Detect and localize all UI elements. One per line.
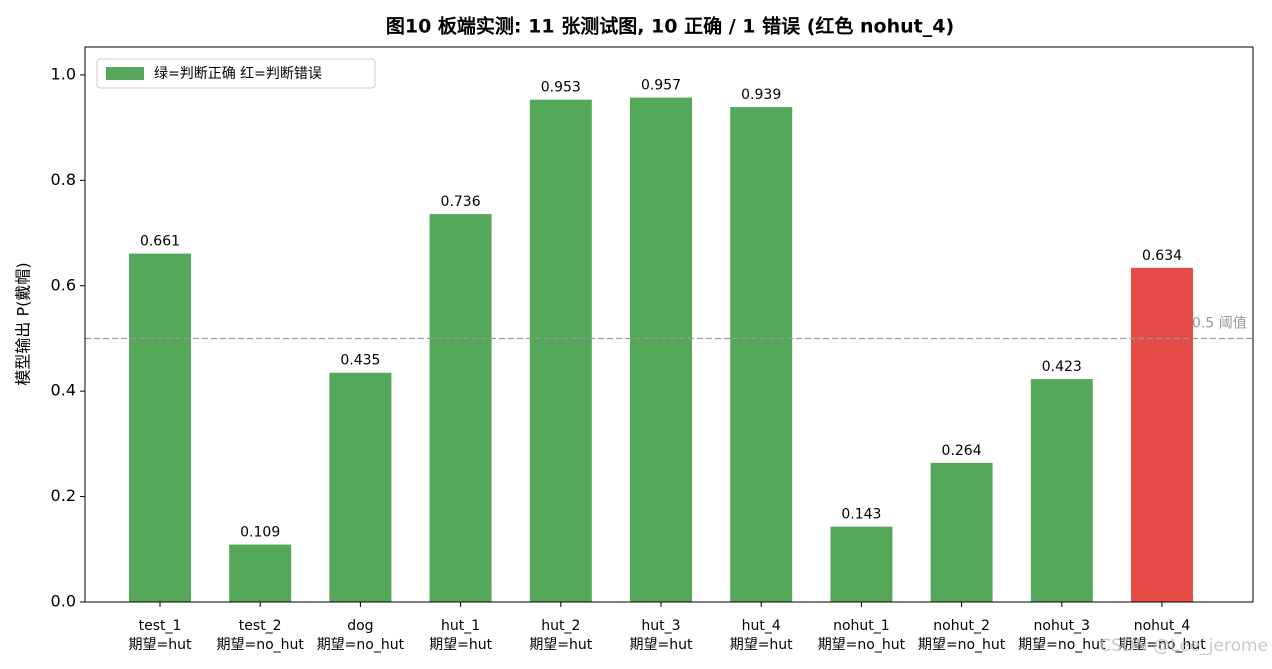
value-label: 0.953 xyxy=(541,80,581,96)
y-tick-label: 0.8 xyxy=(51,170,76,189)
value-label: 0.423 xyxy=(1042,359,1082,375)
y-tick-label: 0.0 xyxy=(51,592,76,611)
x-tick-label: nohut_3 xyxy=(1034,618,1091,634)
x-tick-label: 期望=no_hut xyxy=(317,637,405,653)
x-tick-label: dog xyxy=(347,618,373,634)
bar xyxy=(129,253,191,602)
x-tick-label: nohut_2 xyxy=(933,618,990,634)
y-axis-label: 模型输出 P(戴帽) xyxy=(14,262,33,385)
bar xyxy=(830,526,893,602)
bar xyxy=(529,99,592,603)
x-tick-label: 期望=no_hut xyxy=(1118,637,1206,653)
plot-frame xyxy=(84,46,1254,603)
y-tick-label: 0.4 xyxy=(51,381,76,400)
value-label: 0.435 xyxy=(340,353,380,369)
legend-swatch xyxy=(106,67,144,80)
legend-box xyxy=(96,58,376,89)
bar xyxy=(1131,267,1193,602)
value-label: 0.661 xyxy=(140,234,180,250)
x-tick-label: 期望=hut xyxy=(730,637,793,653)
bar xyxy=(630,97,692,602)
x-tick-label: 期望=no_hut xyxy=(216,637,304,653)
value-label: 0.109 xyxy=(240,525,280,541)
value-label: 0.264 xyxy=(942,443,982,459)
x-tick-label: nohut_4 xyxy=(1134,618,1191,634)
bar xyxy=(1030,379,1093,602)
value-label: 0.957 xyxy=(641,78,681,94)
x-tick-label: 期望=no_hut xyxy=(818,637,906,653)
x-tick-label: hut_1 xyxy=(441,618,480,634)
x-tick-label: test_2 xyxy=(239,618,282,634)
bar xyxy=(229,544,292,602)
value-label: 0.736 xyxy=(441,194,481,210)
x-tick-label: 期望=hut xyxy=(529,637,592,653)
value-label: 0.143 xyxy=(841,507,881,523)
y-tick-label: 0.2 xyxy=(51,486,76,505)
x-tick-label: hut_3 xyxy=(641,618,680,634)
bar xyxy=(730,107,793,602)
legend-label: 绿=判断正确 红=判断错误 xyxy=(154,66,322,82)
value-label: 0.939 xyxy=(741,87,781,103)
x-tick-label: 期望=hut xyxy=(129,637,192,653)
x-tick-label: 期望=no_hut xyxy=(1018,637,1106,653)
x-tick-label: hut_4 xyxy=(742,618,781,634)
chart-title: 图10 板端实测: 11 张测试图, 10 正确 / 1 错误 (红色 nohu… xyxy=(386,15,954,38)
bar xyxy=(930,462,993,602)
x-tick-label: test_1 xyxy=(139,618,182,634)
y-tick-label: 0.6 xyxy=(51,275,76,294)
threshold-label: 0.5 阈值 xyxy=(1192,315,1247,331)
x-tick-label: 期望=no_hut xyxy=(918,637,1006,653)
x-tick-label: hut_2 xyxy=(541,618,580,634)
x-tick-label: nohut_1 xyxy=(833,618,890,634)
x-tick-label: 期望=hut xyxy=(630,637,693,653)
bar xyxy=(429,214,492,602)
watermark: CSDN @Lee_jerome xyxy=(1099,636,1268,656)
value-label: 0.634 xyxy=(1142,248,1182,264)
y-tick-label: 1.0 xyxy=(51,64,76,83)
bar xyxy=(329,372,392,602)
x-tick-label: 期望=hut xyxy=(429,637,492,653)
